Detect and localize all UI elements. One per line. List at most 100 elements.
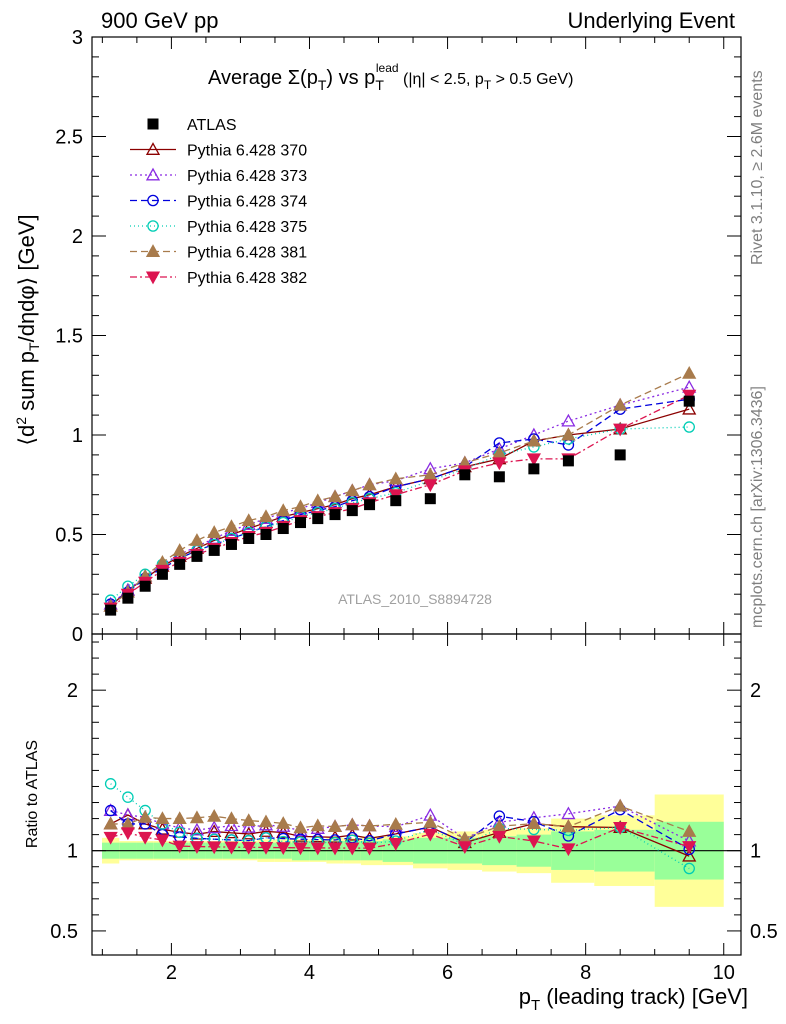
series-382-ratio-point	[526, 835, 541, 849]
series-381-ratio-point	[172, 811, 187, 825]
x-tick-label: 8	[580, 962, 591, 984]
series-382-point	[526, 453, 541, 467]
atlas-data-point	[424, 493, 436, 505]
axes: 2 4 6 8 10 0 0.5 1 1.5 2 2.5 3 0.5 0.5 1 1 2 2	[50, 27, 778, 984]
series-370-ratio-point	[207, 824, 222, 838]
atlas-data-point	[295, 517, 307, 529]
series-381-ratio-point	[526, 816, 541, 830]
series-375-point	[683, 421, 695, 433]
series-373-line	[110, 386, 690, 605]
legend-marker	[147, 118, 159, 130]
series-382-ratio-point	[155, 834, 170, 848]
atlas-data-point	[459, 469, 471, 481]
series-382-ratio-point	[613, 822, 628, 835]
atlas-data-point	[528, 463, 540, 475]
series-381-ratio-point	[613, 798, 628, 812]
series-382-ratio-point	[682, 841, 697, 854]
series-382-ratio-point	[276, 842, 291, 855]
series-382-ratio-point	[561, 843, 576, 857]
series-382-ratio-point	[492, 831, 507, 844]
series-382-ratio-point	[224, 841, 239, 855]
legend: ATLAS Pythia 6.428 370 Pythia 6.428 373 Pyt…	[130, 117, 307, 287]
y-tick-label-ratio-right: 1	[750, 841, 761, 863]
x-tick-label: 6	[442, 962, 453, 984]
legend-marker	[145, 244, 161, 257]
series-373-ratio-point	[207, 820, 222, 834]
series-381-ratio-point	[241, 813, 256, 827]
y-tick-label-main: 1	[72, 425, 83, 447]
atlas-data-point	[364, 499, 376, 511]
ratio-panel-frame	[91, 633, 742, 956]
rivet-version-label: Rivet 3.1.10, ≥ 2.6M events	[749, 70, 766, 265]
series-382-point	[613, 423, 628, 437]
series-375-line	[110, 426, 690, 601]
mc-series	[103, 365, 697, 616]
y-tick-label-ratio-right: 0.5	[750, 921, 778, 943]
series-382-ratio-point	[120, 827, 136, 841]
series-382-ratio-point	[310, 842, 325, 856]
series-381-point	[276, 503, 291, 517]
legend-label: Pythia 6.428 370	[187, 143, 307, 160]
legend-label: ATLAS	[187, 117, 237, 134]
atlas-data-point	[208, 544, 220, 556]
series-381-point	[258, 509, 274, 523]
atlas-data-point	[105, 604, 117, 616]
series-382-ratio-point	[362, 842, 377, 856]
series-381-point	[189, 533, 205, 546]
legend-label: Pythia 6.428 374	[187, 194, 307, 211]
series-382-ratio-point	[258, 842, 274, 855]
y-tick-label-main: 2	[72, 226, 83, 248]
series-373-ratio-point	[241, 819, 256, 833]
atlas-data-point	[139, 580, 151, 592]
series-381-ratio-point	[138, 809, 153, 823]
energy-label: 900 GeV pp	[101, 8, 218, 33]
series-381-line	[110, 372, 690, 607]
atlas-data-point	[191, 550, 203, 562]
series-382-ratio-point	[327, 842, 343, 856]
legend-label: Pythia 6.428 373	[187, 168, 307, 185]
atlas-data-point	[260, 529, 272, 540]
series-381-point	[224, 519, 239, 532]
series-382-point	[492, 457, 507, 471]
series-381-ratio-point	[561, 819, 576, 833]
series-381-point	[561, 427, 576, 441]
series-382-ratio-point	[138, 831, 153, 845]
series-370-ratio-point	[682, 848, 697, 862]
legend-marker	[147, 194, 159, 207]
atlas-data-point	[683, 395, 695, 407]
series-370-ratio-point	[345, 827, 360, 841]
y-tick-label-ratio-left: 0.5	[50, 921, 78, 943]
series-381-point	[682, 365, 697, 379]
x-tick-label: 2	[166, 962, 177, 984]
plot-title: Average Σ(pT) vs pTlead (|η| < 2.5, pT >…	[208, 61, 573, 93]
series-370-ratio-point	[258, 824, 274, 837]
series-382-ratio-point	[189, 841, 205, 854]
atlas-data-point	[174, 558, 186, 570]
series-381-point	[613, 397, 628, 411]
series-370-ratio-point	[224, 825, 239, 839]
y-axis-label-main: ⟨d2 sum pT/dηdφ⟩ [GeV]	[13, 214, 42, 445]
atlas-data-point	[277, 523, 289, 535]
y-tick-label-ratio-left: 1	[67, 841, 78, 863]
series-381-point	[293, 499, 308, 513]
atlas-data-point	[493, 471, 505, 483]
series-375-ratio-point	[260, 832, 272, 844]
series-373-ratio-point	[189, 822, 205, 836]
series-375-ratio-point	[122, 791, 134, 803]
series-381-ratio-point	[103, 816, 118, 830]
uncertainty-bands	[92, 794, 741, 907]
series-373-ratio-point	[224, 818, 239, 832]
series-382-ratio-point	[293, 842, 308, 856]
legend-marker	[145, 167, 161, 181]
legend-label: Pythia 6.428 375	[187, 219, 307, 236]
series-381-point	[207, 525, 222, 538]
series-382-ratio-point	[103, 831, 118, 845]
series-370-ratio-point	[276, 825, 291, 838]
series-381-point	[345, 483, 360, 497]
legend-marker	[145, 142, 161, 155]
series-381-point	[310, 493, 325, 507]
series-373-ratio-point	[561, 806, 576, 820]
y-tick-label-main: 3	[72, 27, 83, 49]
series-375-ratio-point	[683, 862, 695, 875]
